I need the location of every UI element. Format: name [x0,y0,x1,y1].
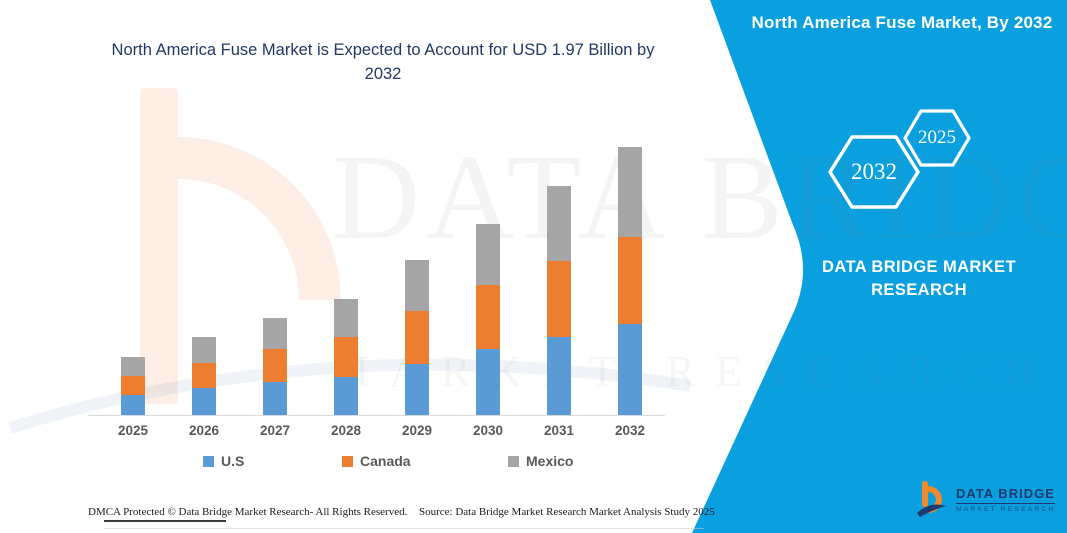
data-bridge-logo-icon [917,481,946,517]
stacked-bar-2025 [121,357,145,415]
bar-segment-mexico-2029 [405,260,429,311]
stacked-bar-2027 [263,318,287,415]
hexagon-2025: 2025 [903,109,971,167]
bar-segment-us-2030 [476,349,500,415]
bar-segment-canada-2030 [476,285,500,349]
logo-tagline-text: MARKET RESEARCH [956,505,1056,513]
x-axis-label-2027: 2027 [259,423,291,438]
bar-segment-us-2031 [547,337,571,415]
bar-segment-canada-2028 [334,337,358,377]
x-axis-label-2029: 2029 [401,423,433,438]
hexagon-2032-label: 2032 [851,159,897,184]
bar-segment-mexico-2030 [476,224,500,285]
footer-dmca-text: DMCA Protected © Data Bridge Market Rese… [88,506,408,518]
hexagon-2032: 2032 [828,135,920,209]
bar-segment-us-2032 [618,324,642,415]
data-bridge-logo: DATA BRIDGE MARKET RESEARCH [916,476,1056,522]
stacked-bar-2030 [476,224,500,415]
watermark-b-bowl [177,137,341,301]
legend-item-mexico: Mexico [508,453,573,469]
bar-segment-us-2025 [121,395,145,415]
chart-headline-line2: 2032 [364,65,402,83]
bar-segment-canada-2031 [547,261,571,337]
bottom-divider-dark [104,520,226,522]
bar-segment-mexico-2031 [547,186,571,261]
legend-label-mexico: Mexico [526,453,574,469]
bar-segment-us-2027 [263,382,287,415]
bar-segment-mexico-2026 [192,337,216,363]
bottom-divider-faint [104,528,704,529]
x-axis-label-2032: 2032 [614,423,646,438]
x-axis-label-2028: 2028 [330,423,362,438]
stacked-bar-2028 [334,299,358,415]
x-axis-label-2026: 2026 [188,423,220,438]
x-axis-line [88,415,665,416]
chart-headline-line1: North America Fuse Market is Expected to… [111,41,655,59]
stacked-bar-2032 [618,147,642,415]
bar-segment-mexico-2025 [121,357,145,376]
footer-source-text: Source: Data Bridge Market Research Mark… [419,506,715,518]
panel-brand-name: DATA BRIDGE MARKET RESEARCH [822,258,1016,299]
x-axis-label-2030: 2030 [472,423,504,438]
stacked-bar-2026 [192,337,216,415]
bar-segment-canada-2032 [618,237,642,324]
bar-segment-canada-2025 [121,376,145,395]
bar-segment-canada-2027 [263,349,287,382]
bar-segment-us-2029 [405,364,429,415]
legend-swatch-mexico [508,455,519,467]
bar-segment-mexico-2028 [334,299,358,337]
legend-label-us: U.S [221,453,245,469]
legend-item-us: U.S [203,453,244,469]
bar-segment-canada-2026 [192,363,216,388]
logo-brand-text: DATA BRIDGE [956,486,1056,504]
stacked-bar-2029 [405,260,429,415]
chart-headline: North America Fuse Market is Expected to… [70,38,696,86]
watermark-b-stem [140,88,178,404]
bar-segment-us-2026 [192,388,216,415]
bar-segment-mexico-2027 [263,318,287,349]
bar-segment-us-2028 [334,377,358,415]
panel-title: North America Fuse Market, By 2032 [751,13,1053,32]
bar-segment-canada-2029 [405,311,429,364]
legend-swatch-us [203,455,214,467]
legend-label-canada: Canada [360,453,411,469]
x-axis-label-2025: 2025 [117,423,149,438]
legend-swatch-canada [342,455,353,467]
bar-segment-mexico-2032 [618,147,642,237]
stacked-bar-2031 [547,186,571,415]
x-axis-label-2031: 2031 [543,423,575,438]
legend-item-canada: Canada [342,453,411,469]
hexagon-2025-label: 2025 [918,127,956,148]
